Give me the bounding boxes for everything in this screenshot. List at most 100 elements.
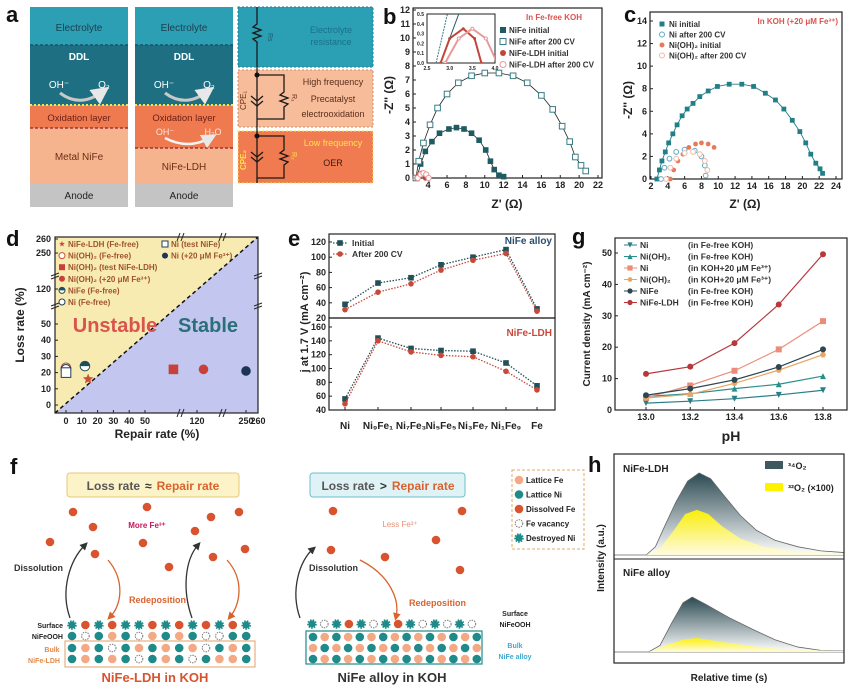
label-r1: R₁ xyxy=(290,94,297,102)
dissolved-fe-ion xyxy=(90,549,100,559)
x-tick-label: Ni₇Fe₃ xyxy=(396,421,427,432)
data-point-7 xyxy=(241,366,251,376)
data-point xyxy=(659,158,665,164)
bulk-alloy-box xyxy=(305,630,483,665)
y-tick-label: 3 xyxy=(405,131,410,141)
data-point xyxy=(503,368,509,375)
series-1-0 xyxy=(342,335,540,402)
lattice-fe xyxy=(402,643,411,653)
lattice-ni xyxy=(215,643,224,653)
lattice-ni xyxy=(425,654,435,664)
x-tick-label: 260 xyxy=(250,416,265,426)
x-tick-label: 8 xyxy=(699,181,704,191)
dissolved-fe-ion xyxy=(190,526,200,536)
y-tick-label: 60 xyxy=(316,283,326,293)
lattice-ni xyxy=(472,654,482,664)
label-cpe2: CPE₂ xyxy=(239,150,248,170)
data-point xyxy=(686,145,692,150)
panel-d-stability-map: Repair rate (%) Loss rate (%) 0 10 20 30 40 5… xyxy=(13,232,266,441)
legend-condition: (in Fe-free KOH) xyxy=(688,252,753,262)
x-tick-label: Ni xyxy=(340,421,350,432)
y-tick-label: 120 xyxy=(311,237,326,247)
legend-marker xyxy=(59,241,65,247)
legend-marker xyxy=(514,490,524,499)
lattice-ni xyxy=(121,631,130,641)
left-rate-comparison: Loss rate ≈ Repair rate xyxy=(87,479,220,493)
y-tick-label: 12 xyxy=(400,5,410,15)
x-tick-label: 22 xyxy=(593,180,603,190)
data-point xyxy=(491,166,498,173)
inset-y-tick-label: 0.5 xyxy=(417,12,424,18)
y-tick-label: 10 xyxy=(41,384,51,394)
data-point xyxy=(705,141,711,147)
y-tick-label: 50 xyxy=(602,248,612,258)
data-point xyxy=(643,392,649,399)
x-tick-label: 2 xyxy=(648,181,653,191)
data-point xyxy=(820,373,826,380)
legend-marker xyxy=(500,50,506,56)
data-point xyxy=(549,106,557,113)
legend-label: Fe vacancy xyxy=(526,520,570,529)
data-point xyxy=(572,153,579,161)
legend-marker xyxy=(659,42,665,48)
x-tick-label: 24 xyxy=(831,181,841,191)
area-32o2 xyxy=(614,509,844,555)
dissolved-fe xyxy=(228,620,238,630)
lattice-ni xyxy=(94,643,104,653)
data-point xyxy=(582,167,590,175)
legend-marker xyxy=(59,275,65,282)
legend-marker xyxy=(514,519,524,528)
label-oer: OER xyxy=(323,158,343,168)
data-point xyxy=(820,346,826,353)
legend-marker xyxy=(514,533,524,543)
cpe-element-icon xyxy=(250,95,264,163)
data-point xyxy=(470,353,476,360)
y-tick-label: 9 xyxy=(405,47,410,57)
label-precatalyst: electrooxidation xyxy=(301,109,364,119)
legend-label: NiFe initial xyxy=(509,26,549,35)
dissolved-fe-ion xyxy=(208,552,218,562)
x-axis-label: Repair rate (%) xyxy=(115,427,200,441)
surface-phase-label: NiFeOOH xyxy=(499,622,530,629)
label-cpe1: CPE₁ xyxy=(239,91,248,110)
destroyed-ni xyxy=(331,619,342,629)
panel-letter-g: g xyxy=(572,224,585,249)
y-tick-label: 2 xyxy=(405,145,410,155)
x-tick-label: Fe xyxy=(531,421,543,432)
reaction-arrow-icon xyxy=(59,86,110,105)
legend-marker xyxy=(58,252,66,260)
dissolved-fe xyxy=(174,620,184,630)
dissolved-fe-ion xyxy=(88,522,98,532)
data-point xyxy=(820,170,825,176)
x-tick-label: 16 xyxy=(536,180,546,190)
fe-vacancy xyxy=(443,619,452,629)
lattice-ni xyxy=(378,654,388,664)
circuit-node xyxy=(254,72,260,78)
data-point xyxy=(731,376,738,383)
data-point xyxy=(438,267,444,273)
lattice-fe xyxy=(437,654,447,664)
data-point xyxy=(415,157,423,165)
data-point xyxy=(662,149,668,155)
y-tick-label: 6 xyxy=(405,89,410,99)
nife-ldh-stack: Electrolyte DDL OH⁻ O₂ Oxidation layer O… xyxy=(135,7,233,207)
axis-break-icon xyxy=(176,408,185,418)
dissolved-fe-ion xyxy=(234,507,244,517)
dissolved-fe-ion xyxy=(457,506,467,516)
redeposition-label: Redeposition xyxy=(409,598,466,608)
data-point xyxy=(666,155,673,162)
legend-label: Lattice Fe xyxy=(526,476,564,485)
data-point xyxy=(715,84,720,89)
subplot-label-ldh: NiFe-LDH xyxy=(506,328,552,339)
dissolved-fe-ion xyxy=(328,506,338,516)
label-o2: O₂ xyxy=(98,80,110,91)
data-point xyxy=(461,126,467,132)
data-point xyxy=(690,149,696,155)
label-electrolyte: Electrolyte xyxy=(56,23,103,34)
data-point xyxy=(473,37,477,40)
data-point xyxy=(448,37,452,40)
lattice-fe xyxy=(174,631,184,641)
inset-x-tick-label: 4.0 xyxy=(492,66,499,72)
destroyed-ni xyxy=(430,619,440,629)
